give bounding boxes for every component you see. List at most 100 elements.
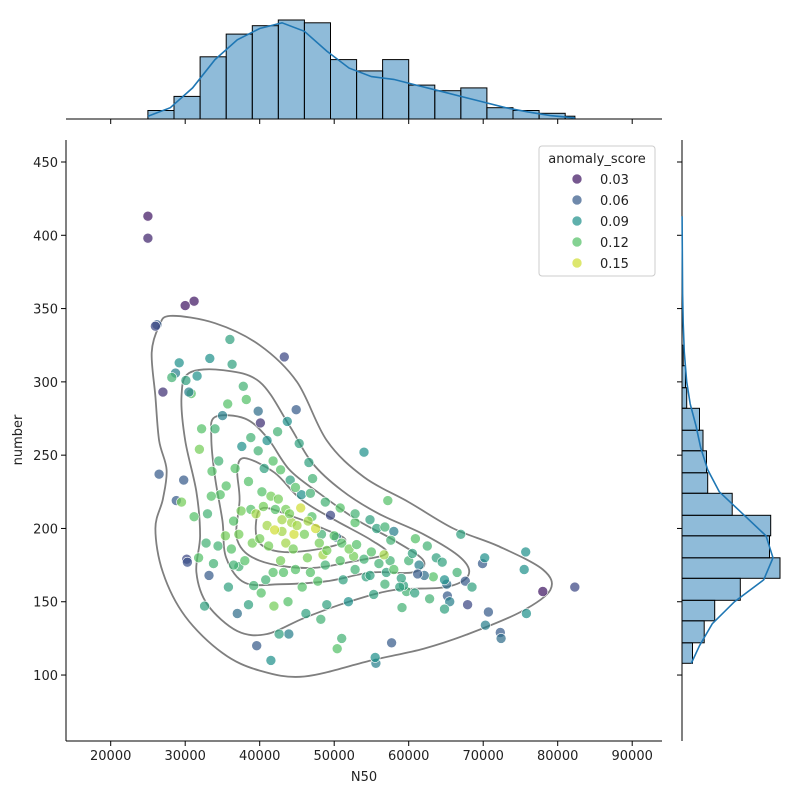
scatter-point [276,514,288,526]
scatter-point [315,613,327,625]
scatter-point [439,603,450,615]
scatter-point [537,586,549,597]
scatter-point [265,655,277,666]
scatter-point [212,540,224,552]
scatter-point [410,533,421,545]
scatter-point [179,300,191,311]
scatter-point [284,508,295,520]
scatter-point [413,559,425,571]
scatter-point [427,571,439,583]
x-kde-curve [147,21,575,119]
scatter-point [209,423,221,435]
scatter-point [451,567,463,578]
scatter-point [379,521,391,533]
scatter-point [459,575,471,587]
y-tick-label: 450 [33,156,58,171]
scatter-point [290,482,301,493]
scatter-point [283,628,295,640]
scatter-point [250,508,262,520]
legend-marker [571,173,583,185]
scatter-point [300,608,312,619]
x-tick-label: 60000 [388,749,429,764]
y-hist-bar [681,620,705,644]
scatter-point [251,640,263,652]
scatter-point [386,637,397,649]
scatter-point [268,600,280,612]
scatter-point [334,555,346,567]
x-tick-label: 30000 [165,749,206,764]
legend-label: 0.15 [600,257,629,272]
scatter-point [255,417,266,429]
x-hist-bar [277,19,305,120]
scatter-point [217,410,228,421]
x-hist-bar [382,59,410,120]
scatter-point [358,446,370,458]
scatter-point [351,539,362,550]
scatter-point [191,370,203,382]
scatter-point [243,476,254,487]
y-axis-label: number [11,414,26,465]
scatter-point [313,537,325,549]
scatter-point [409,587,421,599]
y-tick-label: 200 [33,522,58,537]
scatter-point [199,600,210,612]
scatter-point [396,602,408,613]
scatter-point [296,581,308,593]
scatter-point [349,564,361,575]
y-hist-bar [681,472,709,494]
scatter-point [369,652,381,663]
scatter-point [520,546,532,558]
scatter-point [305,487,316,499]
scatter-point [202,508,213,520]
scatter-point [239,555,251,567]
scatter-point [153,468,165,480]
x-hist-bar [251,25,279,120]
scatter-point [280,537,292,549]
scatter-point [233,528,245,540]
scatter-point [364,570,376,581]
scatter-point [194,443,205,455]
scatter-point [272,426,283,438]
scatter-point [150,320,161,332]
scatter-point [395,572,407,584]
scatter-point [182,556,193,568]
scatter-point [388,526,400,537]
y-hist-bar [681,387,688,409]
scatter-point [258,501,269,512]
scatter-point [337,574,349,586]
scatter-point [495,633,507,644]
scatter-point [368,589,380,600]
x-hist-bar [173,95,201,120]
scatter-point [331,643,343,655]
x-tick-label: 20000 [90,749,131,764]
y-hist-bar [681,599,716,622]
scatter-point [273,628,285,640]
scatter-point [325,509,336,521]
scatter-point [299,528,310,540]
scatter-point [226,358,238,370]
legend-label: 0.12 [600,236,629,251]
scatter-point [188,511,200,523]
legend-label: 0.09 [600,215,629,230]
x-tick-label: 70000 [463,749,504,764]
scatter-point [483,606,494,618]
x-hist-bar [460,87,488,120]
legend-marker [571,257,583,269]
scatter-point [275,555,286,567]
scatter-point [193,552,204,564]
scatter-point [321,599,333,611]
scatter-point [183,386,195,398]
kde-contour [180,368,471,637]
scatter-point [220,530,231,542]
right-marginal-histogram [677,140,781,741]
scatter-point [336,537,348,549]
y-hist-bar [681,535,770,559]
scatter-point [319,496,331,508]
scatter-point [173,357,185,369]
scatter-point [373,558,385,569]
scatter-point [288,528,300,540]
legend: anomaly_score 0.03 0.06 0.09 0.12 0.15 [538,145,656,277]
scatter-point [232,608,243,619]
scatter-point [228,559,239,571]
scatter-point [272,493,284,505]
